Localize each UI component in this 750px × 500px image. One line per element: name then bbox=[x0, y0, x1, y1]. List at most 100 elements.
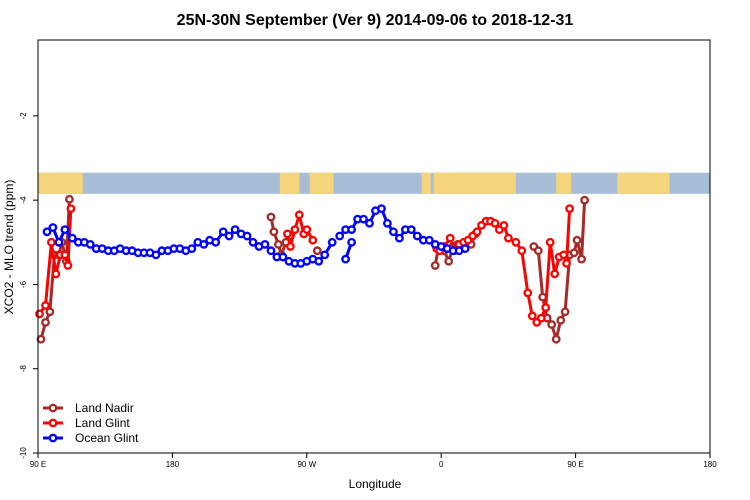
data-point bbox=[266, 212, 276, 222]
data-point bbox=[60, 250, 70, 260]
data-point bbox=[503, 233, 513, 243]
map-ocean-band bbox=[38, 172, 710, 194]
legend-marker bbox=[48, 418, 58, 428]
data-point bbox=[290, 225, 300, 235]
data-point bbox=[302, 225, 312, 235]
data-point bbox=[517, 246, 527, 256]
data-point bbox=[266, 246, 276, 256]
map-strip bbox=[38, 172, 710, 194]
x-tick-label: 90 E bbox=[567, 460, 583, 469]
data-point bbox=[533, 246, 543, 256]
data-point bbox=[47, 237, 56, 247]
data-point bbox=[541, 303, 551, 312]
chart-title: 25N-30N September (Ver 9) 2014-09-06 to … bbox=[177, 12, 574, 29]
y-tick-label: -8 bbox=[19, 365, 28, 373]
data-point bbox=[282, 229, 292, 239]
data-point bbox=[430, 261, 440, 270]
data-point bbox=[577, 254, 586, 264]
map-land-segment bbox=[279, 172, 300, 194]
data-point bbox=[572, 235, 582, 245]
data-point bbox=[382, 218, 392, 228]
data-point bbox=[224, 231, 234, 241]
data-point bbox=[490, 218, 500, 228]
data-point bbox=[560, 307, 570, 317]
x-axis: 90 E 180 90 W 0 90 E 180 bbox=[30, 453, 717, 469]
data-point bbox=[460, 244, 470, 254]
data-point bbox=[377, 204, 386, 214]
data-point bbox=[230, 225, 240, 235]
map-land-segment bbox=[617, 172, 670, 194]
y-tick-label: -4 bbox=[19, 196, 28, 204]
series-ocean-glint bbox=[42, 204, 470, 268]
data-point bbox=[547, 320, 557, 329]
data-point bbox=[269, 227, 279, 237]
data-point bbox=[562, 258, 571, 268]
legend-marker bbox=[48, 403, 58, 413]
data-point bbox=[580, 195, 589, 205]
plot-frame bbox=[37, 39, 711, 454]
x-tick-label: 90 E bbox=[30, 460, 46, 469]
data-point bbox=[565, 204, 574, 214]
data-point bbox=[51, 269, 61, 279]
data-point bbox=[260, 239, 270, 249]
map-land-segment bbox=[309, 172, 334, 194]
map-land-segment bbox=[433, 172, 516, 194]
map-land-segment bbox=[421, 172, 431, 194]
data-point bbox=[365, 218, 374, 228]
data-point bbox=[85, 239, 95, 249]
data-point bbox=[312, 246, 322, 256]
data-point bbox=[499, 220, 509, 230]
data-point bbox=[406, 225, 416, 235]
data-point bbox=[412, 231, 422, 241]
data-point bbox=[314, 256, 324, 266]
data-point bbox=[569, 248, 579, 258]
data-point bbox=[424, 235, 434, 245]
y-tick-label: -2 bbox=[19, 112, 28, 120]
data-point bbox=[536, 313, 546, 323]
y-axis-label: XCO2 - MLO trend (ppm) bbox=[2, 180, 16, 315]
series-layer bbox=[35, 194, 589, 345]
data-point bbox=[199, 239, 209, 249]
data-point bbox=[559, 250, 569, 260]
data-point bbox=[151, 250, 161, 260]
data-point bbox=[42, 227, 52, 237]
y-tick-label: -10 bbox=[19, 447, 28, 459]
data-point bbox=[527, 311, 537, 321]
data-point bbox=[556, 315, 566, 325]
data-point bbox=[211, 237, 221, 247]
data-point bbox=[278, 252, 288, 262]
data-point bbox=[545, 237, 555, 247]
data-point bbox=[45, 307, 55, 317]
data-point bbox=[285, 242, 295, 251]
data-point bbox=[320, 250, 330, 260]
data-point bbox=[394, 233, 404, 243]
data-point bbox=[273, 239, 283, 249]
legend-label: Land Glint bbox=[75, 416, 130, 430]
legend-label: Ocean Glint bbox=[75, 431, 139, 445]
map-land-segment bbox=[38, 172, 83, 194]
legend-label: Land Nadir bbox=[75, 401, 134, 415]
data-point bbox=[65, 194, 74, 204]
data-point bbox=[66, 204, 76, 214]
data-point bbox=[218, 227, 228, 237]
data-point bbox=[359, 214, 368, 224]
data-point bbox=[388, 227, 398, 237]
x-axis-label: Longitude bbox=[349, 477, 402, 491]
data-point bbox=[550, 269, 560, 279]
data-point bbox=[523, 288, 533, 298]
data-point bbox=[48, 223, 58, 232]
data-point bbox=[294, 210, 304, 220]
data-point bbox=[242, 231, 252, 241]
data-point bbox=[248, 237, 258, 247]
data-point bbox=[511, 237, 521, 247]
y-tick-label: -6 bbox=[19, 280, 28, 288]
data-point bbox=[341, 254, 350, 264]
y-axis: -2 -4 -6 -8 -10 bbox=[19, 112, 38, 459]
data-point bbox=[445, 233, 455, 243]
series-land-nadir bbox=[36, 194, 589, 345]
x-tick-label: 180 bbox=[703, 460, 717, 469]
data-point bbox=[54, 237, 64, 247]
data-point bbox=[35, 309, 44, 319]
